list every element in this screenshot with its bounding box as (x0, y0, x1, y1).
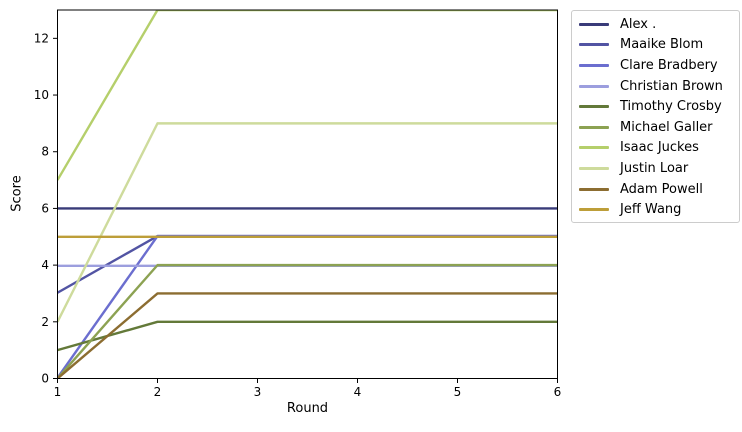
series-line (57, 234, 558, 379)
x-tick-label: 3 (254, 385, 262, 399)
series-line (57, 10, 558, 181)
legend-swatch-line (579, 125, 609, 129)
y-axis-label: Score (9, 175, 25, 212)
legend-swatch-line (579, 187, 609, 191)
y-tick-label: 12 (34, 31, 49, 45)
legend-item-label: Jeff Wang (620, 202, 682, 218)
legend-item: Isaac Juckes (579, 138, 739, 159)
legend-item: Timothy Crosby (579, 96, 739, 117)
x-axis-label: Round (286, 401, 329, 416)
legend-swatch-line (579, 105, 609, 109)
legend-item-label: Christian Brown (620, 78, 723, 94)
legend-item: Christian Brown (579, 76, 739, 97)
legend-item-label: Justin Loar (620, 160, 689, 176)
legend-swatch-line (579, 208, 609, 212)
legend-item: Maaike Blom (579, 35, 739, 56)
legend-item: Alex . (579, 14, 739, 35)
x-tick-label: 6 (554, 385, 562, 399)
legend-swatch-line (579, 22, 609, 26)
series-line (57, 263, 558, 379)
legend-swatch-line (579, 166, 609, 170)
legend-swatch-line (579, 84, 609, 88)
legend-item-label: Adam Powell (620, 181, 703, 197)
x-tick-label: 1 (54, 385, 62, 399)
legend-swatch-line (579, 63, 609, 67)
y-tick-label: 6 (41, 201, 49, 215)
legend-item: Jeff Wang (579, 199, 739, 220)
legend-item: Justin Loar (579, 158, 739, 179)
legend-item-label: Clare Bradbery (620, 57, 718, 73)
legend-item-label: Maaike Blom (620, 37, 704, 53)
y-tick-label: 2 (41, 315, 49, 329)
legend-item: Adam Powell (579, 179, 739, 200)
series-line (57, 320, 558, 352)
y-tick-label: 8 (41, 145, 49, 159)
legend-item-label: Timothy Crosby (620, 99, 722, 115)
legend-item: Clare Bradbery (579, 55, 739, 76)
series-line (57, 122, 558, 323)
x-tick-label: 5 (454, 385, 462, 399)
y-tick-label: 4 (41, 258, 49, 272)
legend-item-label: Alex . (620, 16, 657, 32)
y-tick-label: 0 (41, 372, 49, 386)
legend-swatch-line (579, 146, 609, 150)
legend-item-label: Isaac Juckes (620, 140, 699, 156)
x-tick-label: 2 (154, 385, 162, 399)
x-tick-label: 4 (354, 385, 362, 399)
y-tick-label: 10 (34, 88, 49, 102)
legend-swatch-line (579, 43, 609, 47)
legend-item: Michael Galler (579, 117, 739, 138)
series-line (57, 292, 558, 379)
plot-border (57, 9, 558, 379)
legend-item-label: Michael Galler (620, 119, 713, 135)
legend: Alex . Maaike Blom Clare Bradbery Christian… (571, 10, 740, 223)
